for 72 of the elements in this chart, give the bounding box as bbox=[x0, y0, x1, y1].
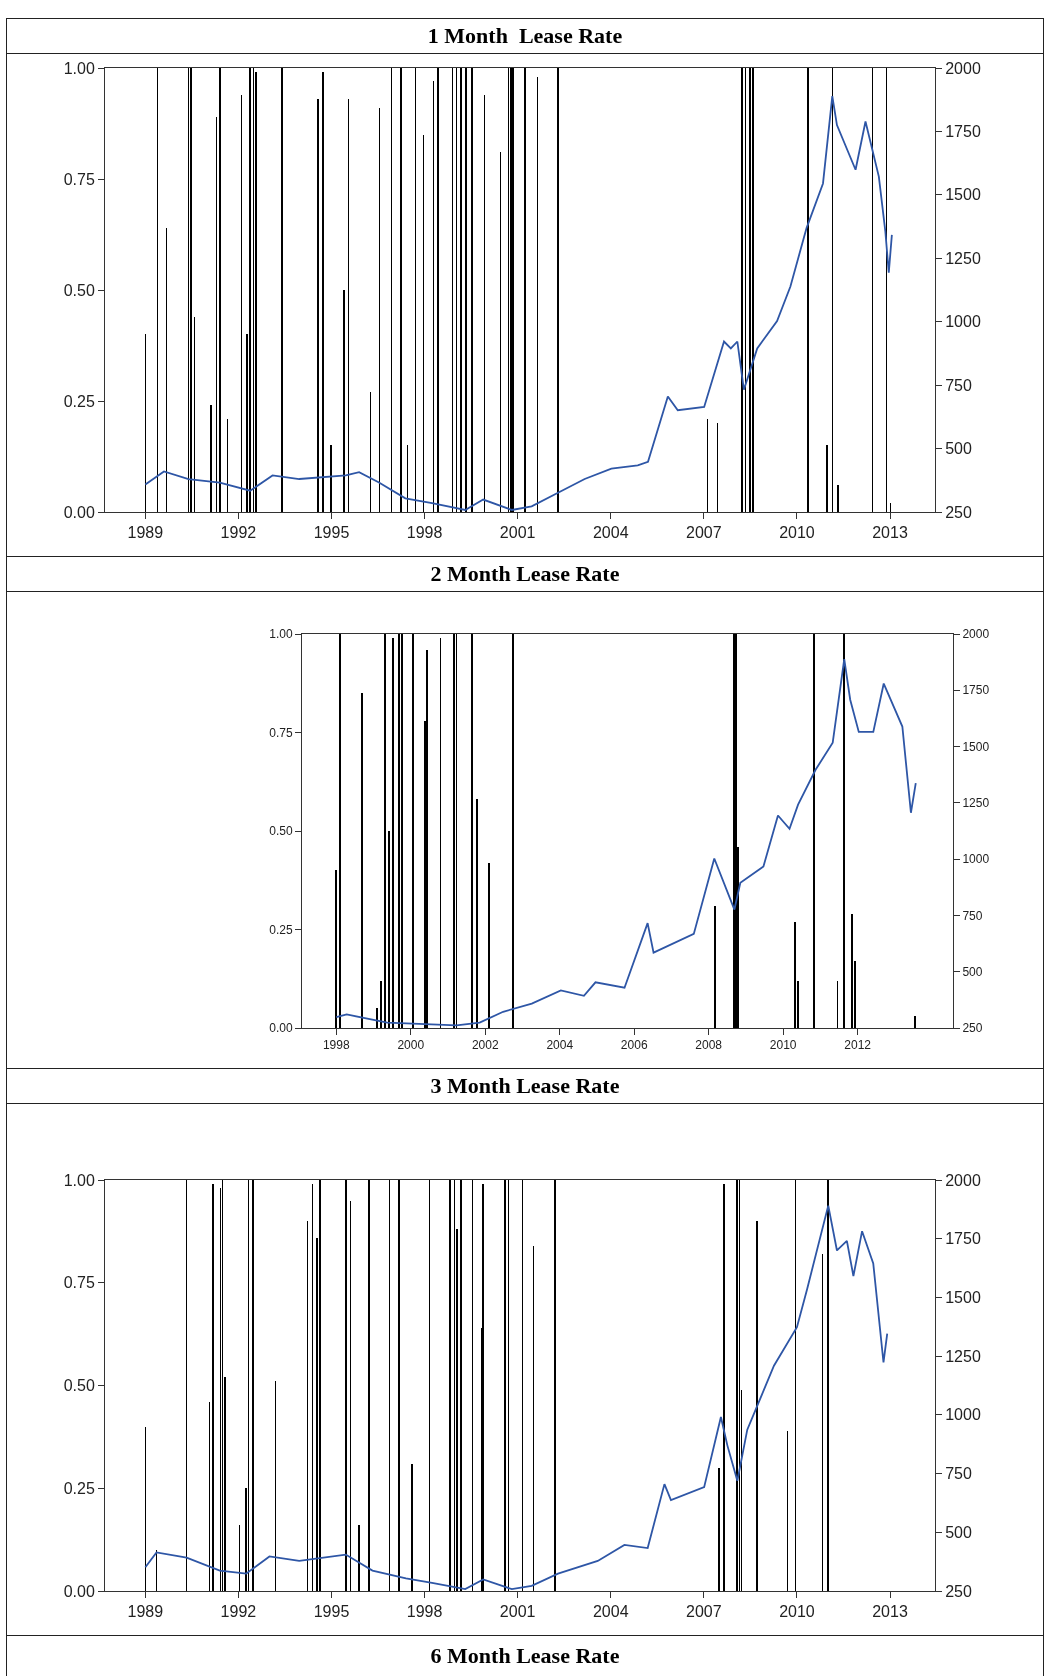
y2-tick-label: 1250 bbox=[945, 1347, 981, 1365]
x-tick-label: 2007 bbox=[686, 1603, 722, 1621]
y2-tick-label: 1000 bbox=[945, 1406, 981, 1424]
y2-tick-label: 2000 bbox=[945, 59, 981, 77]
y-tick-label: 1.00 bbox=[63, 59, 95, 77]
y2-tick-label: 250 bbox=[962, 1021, 983, 1036]
y2-tick-label: 1250 bbox=[962, 796, 990, 811]
y-tick-label: 0.25 bbox=[63, 1479, 95, 1497]
y2-tick-label: 500 bbox=[945, 1523, 972, 1541]
x-tick-label: 2013 bbox=[872, 524, 908, 542]
x-tick-label: 2001 bbox=[499, 1603, 536, 1621]
x-tick-label: 2007 bbox=[686, 524, 722, 542]
chart-title: 1 Month Lease Rate bbox=[7, 19, 1043, 54]
x-tick-label: 2004 bbox=[546, 1038, 574, 1053]
x-tick-label: 2010 bbox=[779, 524, 815, 542]
y-tick-label: 0.25 bbox=[269, 922, 293, 937]
y-tick-label: 0.50 bbox=[63, 1377, 95, 1395]
y2-tick-label: 1000 bbox=[945, 313, 981, 331]
x-tick-label: 2001 bbox=[499, 524, 536, 542]
y2-tick-label: 2000 bbox=[945, 1171, 981, 1189]
y2-tick-label: 500 bbox=[945, 440, 972, 458]
x-tick-label: 2010 bbox=[769, 1038, 797, 1053]
x-tick-label: 1995 bbox=[313, 524, 350, 542]
y2-tick-label: 750 bbox=[945, 1465, 972, 1483]
y2-tick-label: 1500 bbox=[945, 186, 981, 204]
text: 6 Month Lease Rate bbox=[7, 1636, 1043, 1676]
y2-tick-label: 1250 bbox=[945, 249, 981, 267]
x-tick-label: 2012 bbox=[844, 1038, 872, 1053]
x-tick-label: 2004 bbox=[592, 524, 629, 542]
y-tick-label: 1.00 bbox=[63, 1171, 95, 1189]
x-tick-label: 2008 bbox=[695, 1038, 723, 1053]
y2-tick-label: 250 bbox=[945, 1582, 972, 1600]
y-tick-label: 0.75 bbox=[269, 725, 293, 740]
y2-tick-label: 250 bbox=[945, 503, 972, 521]
x-tick-label: 2010 bbox=[779, 1603, 815, 1621]
x-tick-label: 1992 bbox=[220, 524, 257, 542]
y-tick-label: 0.25 bbox=[63, 392, 95, 410]
x-tick-label: 1998 bbox=[322, 1038, 350, 1053]
y2-tick-label: 500 bbox=[962, 964, 983, 979]
x-tick-label: 2000 bbox=[397, 1038, 425, 1053]
x-tick-label: 1995 bbox=[313, 1603, 350, 1621]
y2-tick-label: 1750 bbox=[962, 683, 990, 698]
y2-tick-label: 1750 bbox=[945, 1230, 981, 1248]
x-tick-label: 1992 bbox=[220, 1603, 257, 1621]
y-tick-label: 0.75 bbox=[63, 170, 95, 188]
chart-title: 2 Month Lease Rate bbox=[7, 557, 1043, 592]
y-tick-label: 0.50 bbox=[269, 824, 293, 839]
y2-tick-label: 750 bbox=[945, 376, 972, 394]
x-tick-label: 2004 bbox=[592, 1603, 629, 1621]
y-tick-label: 0.00 bbox=[63, 1582, 95, 1600]
line-series bbox=[144, 1204, 889, 1591]
x-tick-label: 1998 bbox=[406, 524, 443, 542]
y-tick-label: 0.50 bbox=[63, 281, 95, 299]
line-series bbox=[335, 658, 917, 1027]
y2-tick-label: 1750 bbox=[945, 123, 981, 141]
y2-tick-label: 1500 bbox=[962, 739, 990, 754]
y-tick-label: 0.75 bbox=[63, 1274, 95, 1292]
x-tick-label: 2006 bbox=[620, 1038, 648, 1053]
y2-tick-label: 750 bbox=[962, 908, 983, 923]
x-tick-label: 2013 bbox=[872, 1603, 908, 1621]
y2-tick-label: 1500 bbox=[945, 1289, 981, 1307]
x-tick-label: 2002 bbox=[471, 1038, 499, 1053]
y2-tick-label: 1000 bbox=[962, 852, 990, 867]
x-tick-label: 1989 bbox=[127, 524, 164, 542]
y-tick-label: 0.00 bbox=[269, 1021, 293, 1036]
y2-tick-label: 2000 bbox=[962, 627, 990, 642]
x-tick-label: 1998 bbox=[406, 1603, 443, 1621]
line-series bbox=[144, 95, 893, 511]
chart-title: 3 Month Lease Rate bbox=[7, 1069, 1043, 1104]
y-tick-label: 0.00 bbox=[63, 503, 95, 521]
y-tick-label: 1.00 bbox=[269, 627, 293, 642]
x-tick-label: 1989 bbox=[127, 1603, 164, 1621]
